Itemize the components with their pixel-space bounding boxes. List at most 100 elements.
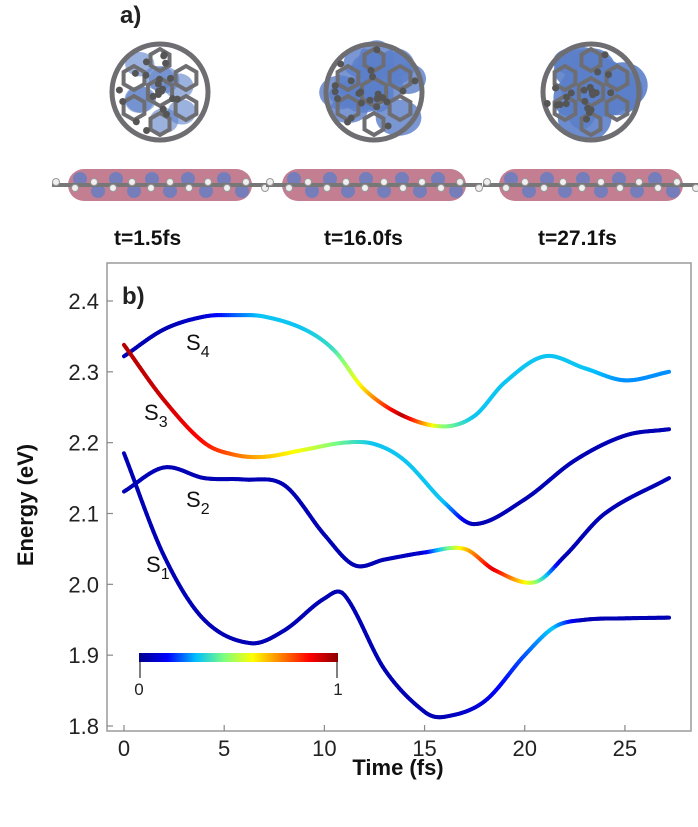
carbon-ring: [604, 93, 630, 123]
carbon-atom: [344, 118, 352, 126]
x-tick-label: 15: [412, 736, 436, 761]
carbon-atom: [562, 100, 570, 108]
y-tick-label: 2.3: [68, 360, 99, 385]
chart-axes: 1.81.92.02.12.22.32.40 5 10 15 20 25: [68, 289, 637, 761]
hydrogen-atom: [616, 184, 624, 192]
donor-density-blue: [287, 172, 301, 186]
carbon-atom: [160, 51, 168, 59]
carbon-ring: [148, 46, 172, 74]
hydrogen-atom: [90, 178, 98, 186]
carbon-atom: [132, 118, 140, 126]
carbon-ring: [173, 63, 199, 93]
carbon-atom: [594, 68, 602, 76]
hydrogen-atom: [521, 178, 529, 186]
donor-density-blue: [181, 172, 195, 186]
donor-density-blue: [217, 172, 231, 186]
donor-density-blue: [341, 184, 355, 198]
donor-density-blue: [163, 184, 177, 198]
series-layer: [122, 313, 672, 720]
y-tick-label: 2.1: [68, 502, 99, 527]
series-S3: [122, 342, 672, 527]
carbon-atom: [552, 84, 560, 92]
carbon-atom: [589, 90, 597, 98]
donor-density-blue: [235, 184, 249, 198]
hydrogen-atom: [71, 184, 79, 192]
donor-density-blue: [199, 184, 213, 198]
hydrogen-atom: [456, 178, 464, 186]
fullerene-cage: [540, 41, 642, 143]
carbon-ring: [552, 93, 578, 123]
colorbar-gradient: [139, 653, 338, 662]
carbon-atom: [604, 71, 612, 79]
series-S2: [122, 465, 672, 585]
hydrogen-atom: [52, 178, 60, 186]
carbon-atom: [383, 98, 391, 106]
carbon-atom: [369, 73, 377, 81]
state-label-S1: S1: [146, 552, 170, 583]
carbon-atom: [119, 98, 127, 106]
carbon-ring: [579, 46, 603, 74]
hydrogen-atom: [361, 184, 369, 192]
molecular-snapshots: [52, 40, 698, 201]
carbon-atom: [159, 105, 167, 113]
donor-density-blue: [594, 184, 608, 198]
carbon-atom: [586, 83, 594, 91]
state-labels: S4 S3 S2 S1: [144, 330, 210, 583]
snapshot-molecule-2: [266, 40, 483, 201]
carbon-atom: [143, 126, 151, 134]
hydrogen-atom: [635, 178, 643, 186]
hydrogen-atom: [128, 178, 136, 186]
donor-density-blue: [359, 172, 373, 186]
hydrogen-atom: [323, 184, 331, 192]
donor-density-blue: [305, 184, 319, 198]
hydrogen-atom: [475, 184, 483, 192]
hydrogen-atom: [540, 184, 548, 192]
x-tick-label: 10: [312, 736, 336, 761]
carbon-atom: [155, 87, 163, 95]
colorbar-min-label: 0: [134, 680, 143, 699]
carbon-atom: [384, 122, 392, 130]
carbon-atom: [142, 71, 150, 79]
donor-density-blue: [630, 184, 644, 198]
carbon-atom: [162, 59, 170, 67]
carbon-ring: [579, 110, 603, 138]
donor-density-blue: [109, 172, 123, 186]
carbon-ring: [148, 110, 172, 138]
donor-density-blue: [145, 172, 159, 186]
carbon-ring: [362, 110, 386, 138]
x-tick-label: 0: [118, 736, 130, 761]
hydrogen-atom: [147, 184, 155, 192]
snapshot-label-3: t=27.1fs: [538, 227, 617, 250]
hydrogen-atom: [483, 178, 491, 186]
carbon-atom: [585, 109, 593, 117]
carbon-ring: [121, 63, 147, 93]
hydrogen-atom: [223, 184, 231, 192]
hydrogen-atom: [597, 178, 605, 186]
carbon-ring: [145, 75, 175, 109]
carbon-atom: [553, 101, 561, 109]
carbon-atom: [115, 86, 123, 94]
series-segment: [664, 476, 672, 482]
carbon-atom: [149, 92, 157, 100]
carbon-atom: [162, 110, 170, 118]
carbon-atom: [331, 88, 339, 96]
panel-a-label: a): [120, 2, 142, 29]
carbon-atom: [334, 95, 342, 103]
x-tick-label: 5: [218, 736, 230, 761]
snapshot-label-2: t=16.0fs: [324, 227, 403, 250]
y-axis-title: Energy (eV): [13, 444, 38, 566]
carbon-atom: [567, 89, 575, 97]
hydrogen-atom: [418, 178, 426, 186]
carbon-atom: [583, 115, 591, 123]
hydrogen-atom: [204, 178, 212, 186]
carbon-atom: [399, 87, 407, 95]
chart-frame: [106, 262, 692, 732]
x-axis-title: Time (fs): [352, 755, 443, 780]
x-tick-label: 20: [512, 736, 536, 761]
hydrogen-atom: [502, 184, 510, 192]
carbon-atom: [373, 103, 381, 111]
carbon-atom: [581, 97, 589, 105]
donor-density-blue: [127, 184, 141, 198]
carbon-atom: [357, 99, 365, 107]
y-tick-label: 1.9: [68, 643, 99, 668]
